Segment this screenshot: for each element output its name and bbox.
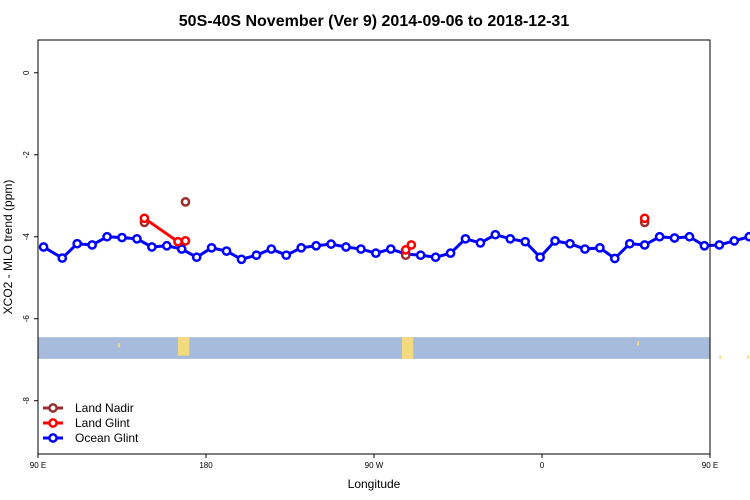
y-tick-label: -8 bbox=[22, 397, 31, 405]
legend-label-land-nadir: Land Nadir bbox=[75, 401, 134, 415]
ocean-glint-point bbox=[341, 242, 351, 252]
x-tick-label: 90 E bbox=[702, 461, 718, 470]
ocean-glint-point bbox=[609, 253, 620, 264]
ocean-glint-point bbox=[38, 242, 49, 252]
land-patch bbox=[185, 337, 190, 342]
ocean-glint-point bbox=[624, 238, 635, 249]
ocean-glint-point bbox=[729, 236, 740, 246]
legend-label-land-glint: Land Glint bbox=[75, 416, 130, 430]
y-axis: 0 -2 -4 -6 -8 bbox=[22, 70, 38, 404]
ocean-glint-point bbox=[87, 240, 97, 250]
ocean-glint-point bbox=[699, 240, 710, 251]
land-glint-point bbox=[180, 236, 191, 246]
y-tick-label: -2 bbox=[22, 151, 31, 159]
land-glint-point bbox=[173, 236, 183, 247]
ocean-glint-point bbox=[326, 239, 336, 249]
ocean-glint-point bbox=[550, 236, 560, 246]
x-axis: 90 E 180 90 W 0 90 E bbox=[30, 454, 718, 470]
land-nadir-point bbox=[180, 197, 191, 207]
ocean-band bbox=[38, 337, 710, 359]
ocean-glint-point bbox=[520, 236, 531, 247]
ocean-glint-point bbox=[191, 252, 202, 263]
land-patch bbox=[402, 337, 414, 359]
ocean-glint-point bbox=[505, 233, 516, 244]
ocean-glint-point bbox=[117, 232, 127, 243]
y-axis-label: XCO2 - MLO trend (ppm) bbox=[1, 180, 15, 315]
land-patch bbox=[637, 341, 640, 346]
ocean-glint-point bbox=[221, 246, 232, 256]
ocean-glint-point bbox=[430, 252, 441, 263]
plot-frame bbox=[37, 39, 711, 455]
ocean-glint-point bbox=[206, 242, 217, 253]
x-tick-label: 180 bbox=[199, 461, 213, 470]
ocean-glint-point bbox=[639, 240, 650, 250]
series-layer bbox=[38, 197, 750, 265]
land-glint-point bbox=[639, 213, 650, 224]
ocean-glint-point bbox=[595, 242, 605, 253]
ocean-glint-point bbox=[445, 248, 456, 258]
ocean-glint-point bbox=[565, 238, 575, 249]
land-patch bbox=[178, 337, 190, 356]
ocean-glint-point bbox=[236, 254, 247, 265]
y-tick-label: -6 bbox=[22, 315, 31, 323]
ocean-glint-point bbox=[161, 240, 172, 251]
land-glint-point bbox=[406, 240, 417, 250]
chart-title: 50S-40S November (Ver 9) 2014-09-06 to 2… bbox=[179, 13, 570, 30]
land-glint-point bbox=[400, 245, 411, 255]
land-patch bbox=[747, 355, 750, 359]
land-patch bbox=[719, 355, 722, 359]
legend-label-ocean-glint: Ocean Glint bbox=[75, 431, 139, 445]
ocean-glint-point bbox=[266, 244, 277, 254]
ocean-glint-point bbox=[475, 238, 486, 248]
ocean-glint-point bbox=[132, 233, 142, 244]
ocean-glint-point bbox=[72, 238, 83, 249]
ocean-glint-point bbox=[147, 242, 157, 252]
ocean-glint-point bbox=[460, 233, 471, 244]
ocean-glint-point bbox=[744, 231, 750, 242]
ocean-glint-point bbox=[281, 250, 292, 261]
ocean-glint-point bbox=[415, 250, 426, 261]
legend-marker-land-glint bbox=[48, 418, 58, 428]
x-tick-label: 90 W bbox=[365, 461, 384, 470]
ocean-glint-point bbox=[356, 244, 366, 254]
ocean-glint-point bbox=[535, 252, 545, 263]
x-tick-label: 0 bbox=[540, 461, 545, 470]
ocean-glint-point bbox=[385, 244, 396, 254]
ocean-glint-point bbox=[654, 231, 665, 242]
legend-marker-land-nadir bbox=[48, 403, 58, 413]
legend-marker-ocean-glint bbox=[48, 433, 58, 443]
x-tick-label: 90 E bbox=[30, 461, 46, 470]
land-patch bbox=[118, 343, 121, 348]
ocean-glint-point bbox=[251, 250, 262, 261]
ocean-glint-point bbox=[714, 240, 725, 250]
land-band bbox=[38, 337, 750, 359]
ocean-glint-point bbox=[57, 253, 68, 263]
ocean-glint-point bbox=[102, 231, 112, 242]
y-tick-label: -4 bbox=[22, 233, 31, 241]
ocean-glint-point bbox=[580, 244, 590, 254]
x-axis-label: Longitude bbox=[348, 477, 401, 491]
ocean-glint-point bbox=[311, 240, 321, 251]
ocean-glint-point bbox=[296, 242, 307, 253]
ocean-glint-point bbox=[490, 229, 501, 240]
ocean-glint-point bbox=[684, 231, 695, 242]
y-tick-label: 0 bbox=[22, 70, 31, 75]
ocean-glint-point bbox=[176, 244, 187, 254]
land-glint-point bbox=[139, 213, 150, 224]
ocean-glint-point bbox=[371, 248, 381, 258]
ocean-glint-point bbox=[669, 233, 680, 243]
